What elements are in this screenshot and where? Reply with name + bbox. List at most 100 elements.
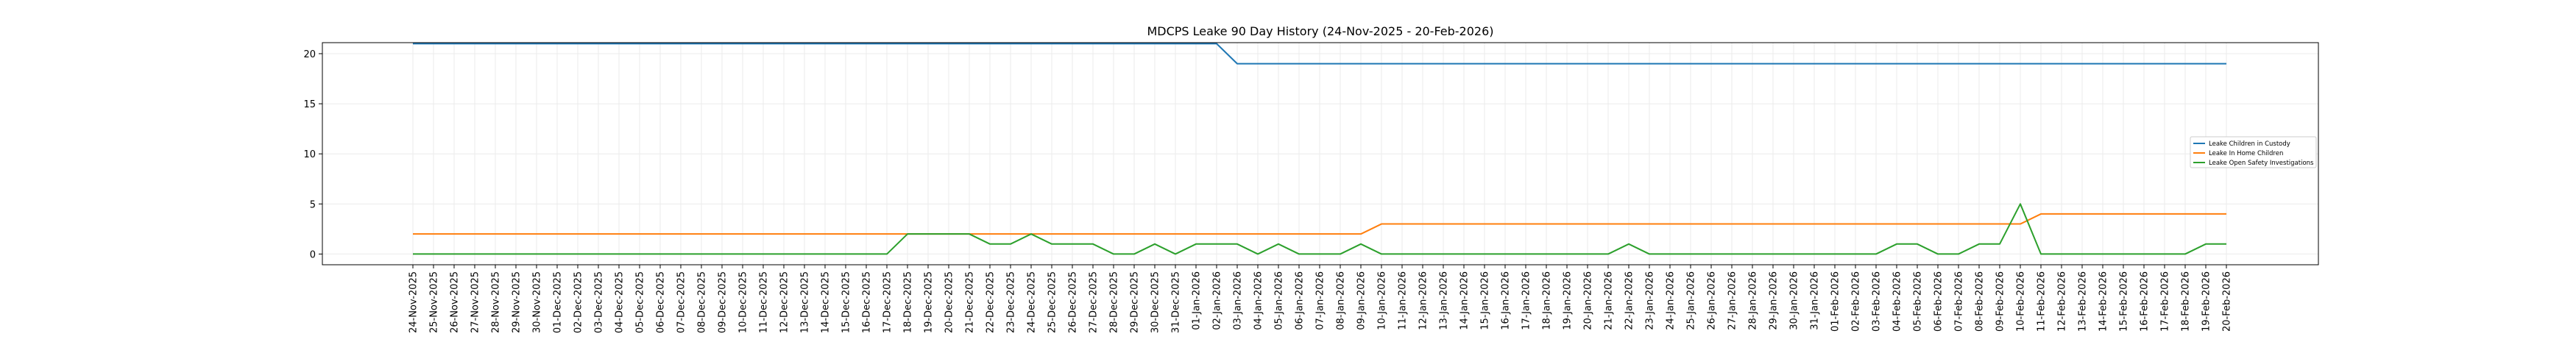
x-tick-label: 08-Jan-2026 [1336,271,1347,330]
x-tick-label: 13-Jan-2026 [1439,271,1450,330]
x-tick-label: 15-Feb-2026 [2119,271,2130,332]
x-tick-label: 26-Dec-2025 [1068,271,1079,333]
x-tick-label: 11-Jan-2026 [1398,271,1409,330]
x-tick-label: 15-Jan-2026 [1480,271,1491,330]
x-tick-label: 11-Feb-2026 [2037,271,2048,332]
x-tick-label: 30-Nov-2025 [532,271,543,333]
x-tick-label: 24-Dec-2025 [1027,271,1038,333]
x-tick-label: 16-Feb-2026 [2140,271,2151,332]
grid [322,43,2318,265]
x-tick-label: 14-Dec-2025 [821,271,832,333]
x-tick-label: 05-Jan-2026 [1274,271,1285,330]
legend-box [2190,136,2317,168]
x-tick-label: 28-Dec-2025 [1109,271,1120,333]
series-line-2 [413,203,2226,255]
x-tick-label: 07-Dec-2025 [676,271,687,333]
chart-title: MDCPS Leake 90 Day History (24-Nov-2025 … [1147,24,1493,38]
x-tick-label: 11-Dec-2025 [759,271,770,333]
x-tick-label: 21-Dec-2025 [965,271,976,333]
y-tick-label: 10 [303,149,316,160]
x-tick-label: 27-Dec-2025 [1089,271,1100,333]
x-tick-label: 12-Jan-2026 [1418,271,1429,330]
x-tick-label: 02-Feb-2026 [1851,271,1862,332]
x-tick-label: 05-Feb-2026 [1913,271,1924,332]
y-tick-label: 5 [310,199,316,210]
x-tick-label: 15-Dec-2025 [841,271,852,333]
x-tick-label: 31-Jan-2026 [1810,271,1821,330]
x-tick-label: 14-Feb-2026 [2098,271,2109,332]
x-tick-label: 03-Jan-2026 [1233,271,1244,330]
x-tick-label: 29-Dec-2025 [1130,271,1141,333]
x-tick-label: 10-Jan-2026 [1377,271,1388,330]
x-tick-label: 28-Jan-2026 [1748,271,1759,330]
x-tick-label: 22-Dec-2025 [986,271,997,333]
x-tick-label: 27-Nov-2025 [470,271,481,333]
x-tick-label: 12-Dec-2025 [779,271,790,333]
x-tick-label: 08-Dec-2025 [697,271,708,333]
x-tick-label: 07-Feb-2026 [1954,271,1965,332]
x-tick-label: 06-Dec-2025 [656,271,667,333]
x-tick-label: 10-Dec-2025 [738,271,749,333]
x-tick-label: 21-Jan-2026 [1604,271,1615,330]
x-tick-label: 30-Dec-2025 [1150,271,1161,333]
x-tick-label: 14-Jan-2026 [1459,271,1471,330]
x-tick-label: 28-Nov-2025 [491,271,502,333]
legend-label: Leake Open Safety Investigations [2209,160,2314,167]
x-tick-label: 20-Feb-2026 [2222,271,2233,332]
x-tick-label: 02-Dec-2025 [573,271,584,333]
x-tick-label: 25-Nov-2025 [429,271,440,333]
y-tick-label: 0 [310,249,316,260]
y-tick-label: 20 [303,49,316,60]
x-tick-label: 20-Dec-2025 [944,271,955,333]
x-tick-label: 19-Feb-2026 [2201,271,2212,332]
x-tick-label: 09-Feb-2026 [1995,271,2006,332]
x-tick-label: 27-Jan-2026 [1727,271,1738,330]
x-tick-label: 01-Dec-2025 [553,271,564,333]
x-tick-label: 01-Jan-2026 [1192,271,1203,330]
x-tick-label: 13-Feb-2026 [2078,271,2089,332]
x-tick-label: 23-Dec-2025 [1006,271,1017,333]
x-tick-label: 03-Feb-2026 [1872,271,1883,332]
x-tick-label: 18-Dec-2025 [903,271,914,333]
x-tick-label: 08-Feb-2026 [1975,271,1986,332]
x-tick-label: 07-Jan-2026 [1315,271,1326,330]
x-tick-label: 17-Feb-2026 [2160,271,2171,332]
x-tick-label: 26-Nov-2025 [450,271,461,333]
x-tick-label: 10-Feb-2026 [2016,271,2027,332]
y-tick-label: 15 [303,99,316,110]
x-tick-label: 18-Feb-2026 [2181,271,2192,332]
x-tick-label: 24-Nov-2025 [408,271,420,333]
series-line-1 [413,213,2226,235]
x-tick-label: 29-Jan-2026 [1769,271,1780,330]
x-tick-label: 16-Dec-2025 [862,271,873,333]
x-tick-label: 06-Feb-2026 [1933,271,1945,332]
legend-label: Leake Children in Custody [2209,140,2290,148]
x-tick-label: 17-Jan-2026 [1521,271,1532,330]
x-tick-label: 19-Dec-2025 [924,271,935,333]
x-tick-label: 01-Feb-2026 [1830,271,1841,332]
y-axis: 0 5 10 15 20 [303,49,322,260]
x-tick-label: 25-Dec-2025 [1047,271,1058,333]
x-tick-label: 09-Dec-2025 [718,271,729,333]
x-tick-label: 16-Jan-2026 [1501,271,1512,330]
x-tick-label: 06-Jan-2026 [1295,271,1306,330]
x-tick-label: 30-Jan-2026 [1789,271,1800,330]
x-tick-label: 13-Dec-2025 [800,271,811,333]
x-tick-label: 02-Jan-2026 [1212,271,1223,330]
x-tick-label: 04-Jan-2026 [1253,271,1264,330]
x-axis: 24-Nov-2025 25-Nov-2025 26-Nov-2025 27-Nov-… [408,265,2233,333]
x-tick-label: 25-Jan-2026 [1686,271,1697,330]
x-tick-label: 05-Dec-2025 [635,271,646,333]
x-tick-label: 22-Jan-2026 [1624,271,1635,330]
x-tick-label: 03-Dec-2025 [594,271,605,333]
x-tick-label: 19-Jan-2026 [1563,271,1574,330]
x-tick-label: 23-Jan-2026 [1645,271,1656,330]
x-tick-label: 12-Feb-2026 [2057,271,2068,332]
series-line-0 [413,43,2226,65]
x-tick-label: 09-Jan-2026 [1356,271,1367,330]
x-tick-label: 24-Jan-2026 [1666,271,1677,330]
x-tick-label: 20-Jan-2026 [1583,271,1594,330]
x-tick-label: 04-Feb-2026 [1892,271,1903,332]
legend: Leake Children in Custody Leake In Home C… [2190,136,2317,168]
